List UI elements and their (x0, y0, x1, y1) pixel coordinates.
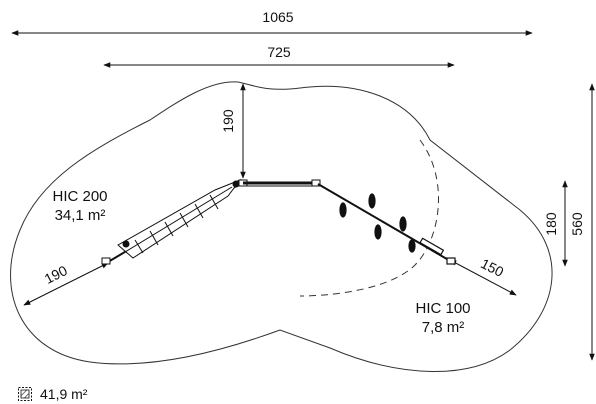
zone-hic100-area: 7,8 m² (422, 319, 465, 336)
dim-label-clearance-right: 150 (478, 255, 506, 280)
legend: 41,9 m² (18, 386, 87, 402)
dim-label-height-inner: 180 (543, 212, 559, 236)
dim-line-clearance-right (449, 259, 517, 296)
zone-hic200-area: 34,1 m² (55, 207, 106, 224)
dim-label-height-total: 560 (569, 212, 585, 236)
hatched-square-icon (18, 387, 32, 401)
equipment-bridge-left (101, 178, 248, 265)
dim-label-inner-width: 725 (267, 44, 291, 60)
zone-divider-dashed (299, 139, 439, 297)
zone-hic200-label: HIC 200 (52, 188, 107, 205)
equipment-beam-top (243, 179, 321, 187)
equipment-rope-right (317, 183, 456, 265)
dim-label-overall-width: 1065 (262, 9, 293, 25)
dim-line-clearance-left (23, 262, 109, 306)
dim-label-clearance-left: 190 (42, 262, 70, 287)
legend-total-area: 41,9 m² (40, 386, 88, 402)
safety-zone-outline (10, 81, 553, 372)
zone-hic100-label: HIC 100 (415, 300, 470, 317)
dim-label-clearance-top: 190 (220, 109, 236, 133)
